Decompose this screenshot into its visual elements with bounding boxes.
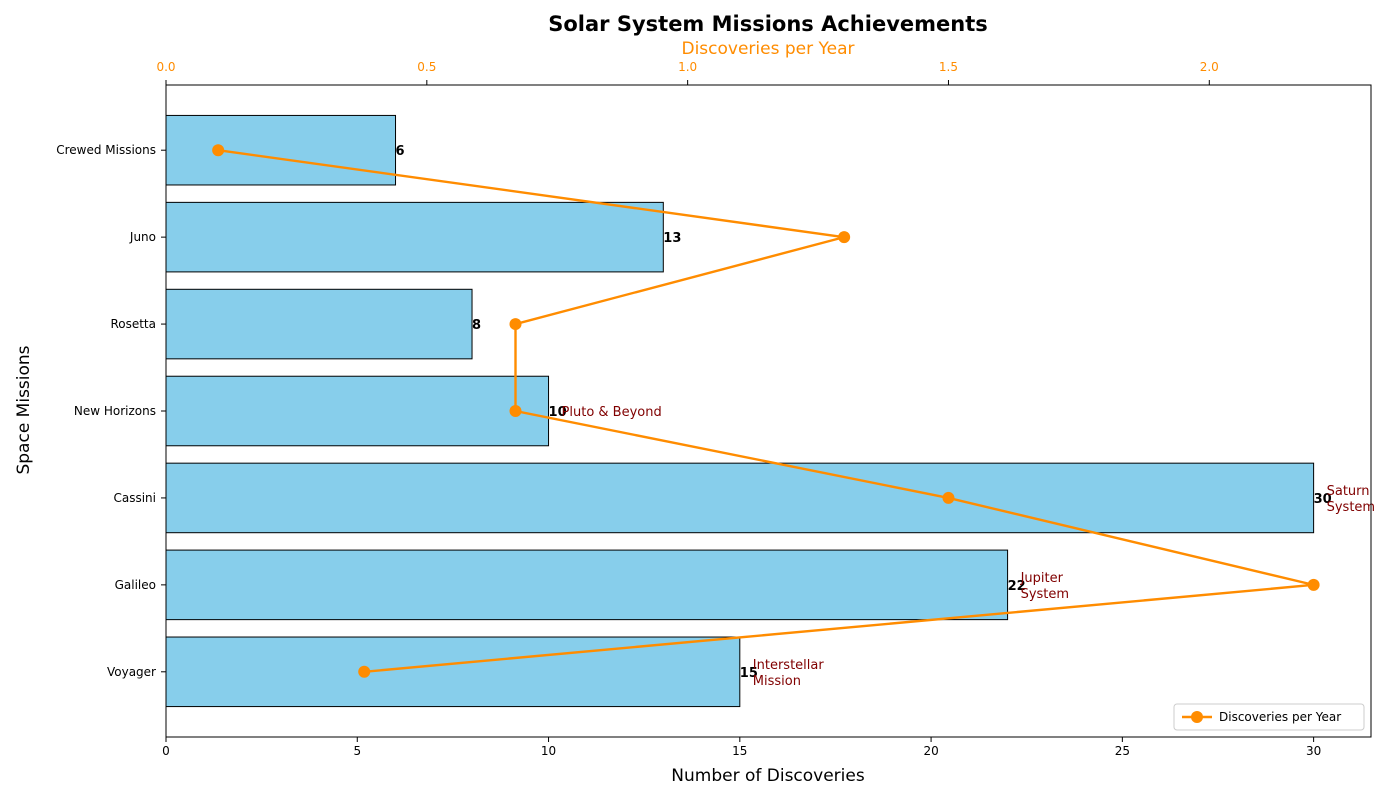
y-tick-label: New Horizons xyxy=(74,404,156,418)
series-point xyxy=(509,405,522,417)
legend-label: Discoveries per Year xyxy=(1219,710,1341,724)
bar xyxy=(165,375,550,447)
series-point xyxy=(942,491,955,504)
x-tick-label: 0 xyxy=(162,744,170,758)
secondary-x-tick-label: 2.0 xyxy=(1200,60,1219,74)
bar-annotation: Jupiter xyxy=(1020,571,1064,586)
bar-value-label: 6 xyxy=(396,144,405,159)
bar-value-label: 8 xyxy=(472,318,481,333)
plot-area: 152230108136InterstellarMissionJupiterSy… xyxy=(56,60,1375,758)
bar-value-label: 15 xyxy=(740,666,758,681)
bar xyxy=(165,201,664,273)
bar-value-label: 22 xyxy=(1008,579,1026,594)
secondary-x-tick-label: 0.5 xyxy=(417,60,436,74)
series-point xyxy=(509,318,522,331)
secondary-x-tick-label: 1.0 xyxy=(678,60,697,74)
legend xyxy=(1173,703,1365,731)
y-tick-label: Crewed Missions xyxy=(56,143,156,157)
y-tick-label: Rosetta xyxy=(110,317,156,331)
chart-title: Solar System Missions Achievements xyxy=(548,12,988,36)
x-tick-label: 30 xyxy=(1306,744,1321,758)
y-tick-label: Cassini xyxy=(113,491,156,505)
bar xyxy=(165,636,741,708)
bar-annotation: Saturn xyxy=(1327,484,1370,499)
legend-swatch-marker xyxy=(1191,711,1203,723)
bar-value-label: 10 xyxy=(549,405,567,420)
bar-annotation: Interstellar xyxy=(753,658,825,673)
bar xyxy=(165,114,397,186)
bar-annotation: Mission xyxy=(753,674,801,689)
series-point xyxy=(358,665,371,678)
bar-annotation: System xyxy=(1327,500,1375,515)
series-point xyxy=(212,144,225,157)
y-tick-label: Galileo xyxy=(115,578,156,592)
bar xyxy=(165,288,473,360)
series-point xyxy=(1307,578,1320,591)
bar xyxy=(165,462,1315,534)
bar-annotation: Pluto & Beyond xyxy=(562,405,662,420)
bar-value-label: 13 xyxy=(663,231,681,246)
series-point xyxy=(838,231,851,244)
bar xyxy=(165,549,1009,621)
x-tick-label: 10 xyxy=(541,744,556,758)
x-axis-title: Number of Discoveries xyxy=(671,766,865,786)
y-axis-title: Space Missions xyxy=(14,345,34,474)
x-tick-label: 25 xyxy=(1115,744,1130,758)
secondary-x-tick-label: 1.5 xyxy=(939,60,958,74)
secondary-x-tick-label: 0.0 xyxy=(156,60,175,74)
bar-annotation: System xyxy=(1021,587,1069,602)
y-tick-label: Voyager xyxy=(107,665,156,679)
bar-value-label: 30 xyxy=(1314,492,1332,507)
y-tick-label: Juno xyxy=(129,230,156,244)
x-tick-label: 15 xyxy=(732,744,747,758)
x-tick-label: 20 xyxy=(923,744,938,758)
secondary-x-axis-title: Discoveries per Year xyxy=(681,39,854,59)
x-tick-label: 5 xyxy=(353,744,361,758)
